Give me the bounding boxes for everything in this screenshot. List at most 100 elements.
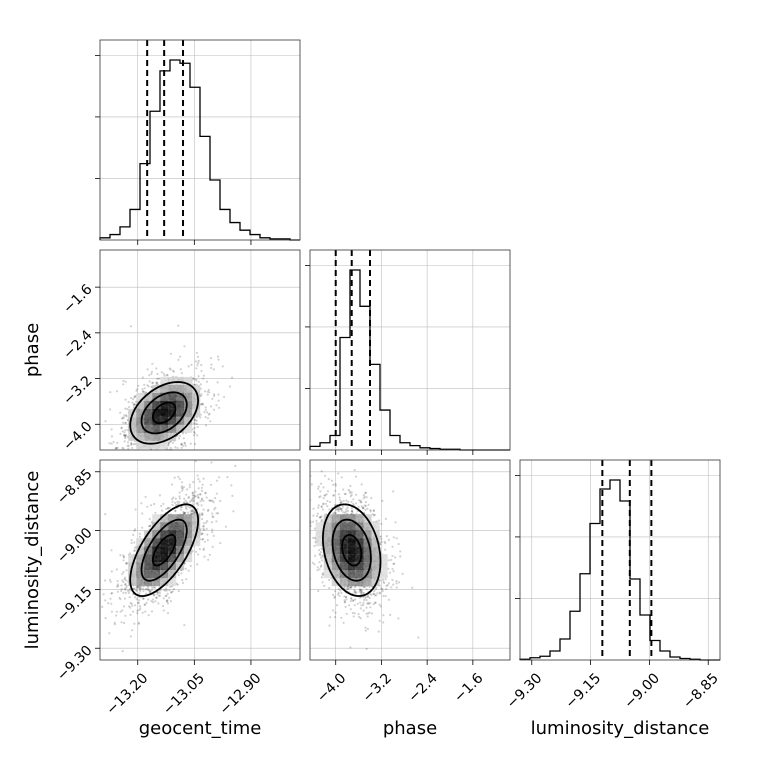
scatter-point: [202, 477, 205, 480]
scatter-point: [204, 491, 207, 494]
scatter-point: [200, 363, 203, 367]
density-cell: [136, 554, 145, 563]
scatter-point: [178, 495, 181, 498]
scatter-point: [226, 476, 229, 479]
density-cell: [184, 408, 193, 417]
scatter-point: [136, 388, 139, 391]
scatter-point: [166, 506, 170, 510]
density-cell: [176, 546, 185, 555]
scatter-point: [152, 586, 155, 589]
scatter-point: [135, 589, 139, 592]
scatter-point: [150, 600, 153, 603]
scatter-point: [200, 369, 203, 372]
scatter-point: [121, 417, 124, 420]
scatter-point: [193, 442, 197, 446]
density-cell: [192, 392, 201, 401]
density-cell: [152, 400, 161, 409]
scatter-point: [190, 363, 193, 366]
density-cell: [184, 424, 193, 433]
scatter-point: [359, 589, 362, 592]
scatter-point: [221, 365, 224, 368]
scatter-point: [150, 610, 154, 613]
scatter-point: [349, 599, 353, 603]
scatter-point: [209, 420, 212, 423]
scatter-point: [125, 562, 128, 565]
scatter-point: [185, 501, 188, 504]
scatter-point: [131, 446, 134, 450]
density-cell: [176, 530, 185, 539]
scatter-point: [166, 374, 169, 377]
density-cell: [168, 384, 177, 393]
scatter-point: [129, 635, 132, 638]
density-cell: [160, 554, 169, 563]
scatter-point: [348, 490, 351, 493]
scatter-point: [199, 500, 202, 503]
scatter-point: [138, 535, 141, 538]
scatter-point: [107, 602, 110, 605]
contour-line: [129, 503, 199, 598]
scatter-point: [366, 627, 369, 631]
scatter-point: [179, 368, 182, 371]
scatter-point: [170, 591, 173, 594]
scatter-point: [373, 592, 376, 595]
scatter-point: [372, 603, 375, 606]
scatter-point: [234, 464, 237, 467]
scatter-point: [337, 591, 340, 594]
density-cell: [160, 384, 169, 393]
scatter-point: [394, 556, 397, 559]
density-cell: [152, 424, 161, 433]
scatter-point: [203, 390, 206, 393]
scatter-point: [346, 588, 349, 591]
scatter-point: [212, 408, 216, 411]
density-cell: [176, 384, 185, 393]
scatter-point: [387, 582, 390, 585]
scatter-point: [338, 594, 341, 597]
scatter-point: [196, 355, 200, 358]
scatter-point: [135, 597, 138, 601]
density-cell: [160, 562, 169, 571]
scatter-point: [153, 586, 157, 589]
scatter-point: [162, 372, 165, 375]
density-cell: [152, 392, 161, 401]
scatter-point: [211, 528, 214, 531]
scatter-point: [362, 601, 365, 605]
scatter-point: [211, 515, 214, 518]
scatter-point: [150, 385, 153, 388]
scatter-point: [131, 629, 134, 632]
scatter-point: [184, 506, 188, 509]
scatter-point: [193, 426, 196, 429]
scatter-point: [384, 548, 387, 551]
scatter-point: [206, 411, 209, 414]
scatter-point: [347, 500, 350, 503]
scatter-point: [120, 426, 123, 429]
scatter-point: [328, 624, 331, 627]
scatter-point: [180, 506, 183, 509]
scatter-point: [154, 600, 157, 603]
density-cell: [192, 400, 201, 409]
scatter-point: [184, 504, 187, 507]
scatter-point: [193, 510, 196, 514]
scatter-point: [329, 616, 332, 619]
scatter-point: [211, 531, 214, 534]
scatter-point: [350, 500, 353, 503]
scatter-point: [177, 475, 180, 478]
scatter-point: [316, 569, 319, 572]
scatter-point: [320, 559, 324, 562]
scatter-point: [178, 477, 181, 480]
scatter-point: [102, 593, 105, 596]
scatter-point: [165, 599, 168, 602]
density-cell: [184, 400, 193, 409]
scatter-point: [317, 485, 320, 488]
scatter-point: [363, 585, 366, 589]
scatter-point: [172, 496, 175, 499]
scatter-point: [364, 504, 367, 508]
scatter-point: [168, 596, 171, 599]
scatter-point: [334, 484, 337, 487]
scatter-point: [146, 588, 149, 592]
scatter-point: [168, 506, 171, 509]
scatter-point: [338, 496, 341, 499]
scatter-point: [189, 510, 192, 513]
scatter-point: [132, 587, 135, 590]
scatter-point: [182, 444, 185, 447]
scatter-point: [123, 414, 126, 417]
